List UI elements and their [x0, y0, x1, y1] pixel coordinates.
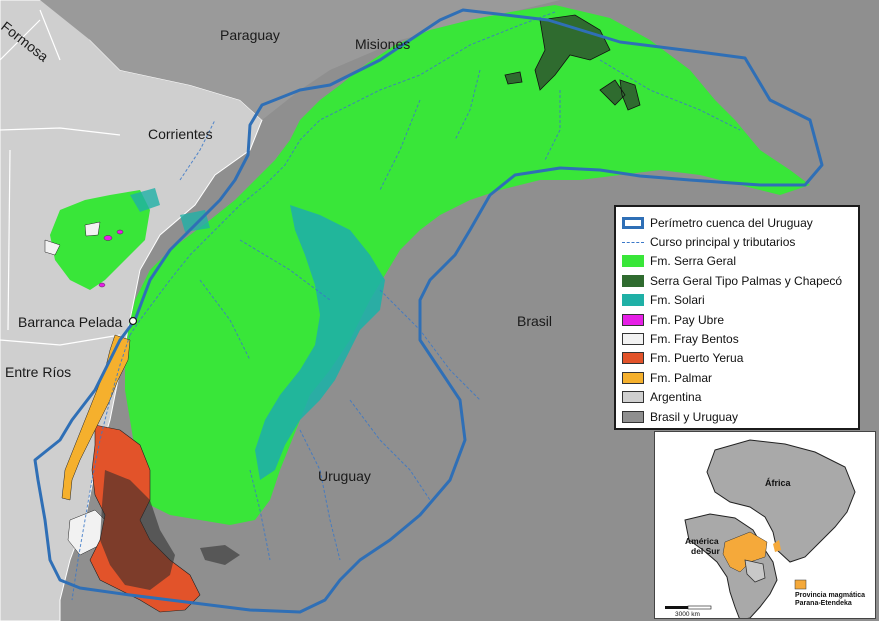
legend-label: Fm. Serra Geral [650, 254, 737, 269]
legend-label: Brasil y Uruguay [650, 409, 739, 424]
region-label-brasil: Brasil [517, 313, 553, 329]
province-boundaries [0, 9, 121, 346]
inset-south-america-label-1: América [685, 536, 719, 546]
map-legend: Perímetro cuenca del Uruguay Curso princ… [614, 205, 860, 430]
basin-perimeter [33, 8, 824, 614]
legend-swatch-pay-ubre [622, 313, 644, 326]
inset-province-label-2: Parana-Etendeka [795, 600, 852, 607]
legend-item-puerto-yerua: Fm. Puerto Yerua [622, 349, 852, 368]
inset-south-america-label-2: del Sur [691, 546, 720, 556]
legend-swatch-palmar [622, 371, 644, 384]
legend-label: Fm. Puerto Yerua [650, 351, 744, 366]
legend-label: Serra Geral Tipo Palmas y Chapecó [650, 273, 843, 288]
inset-africa-label: África [765, 478, 791, 488]
region-label-barranca-pelada: Barranca Pelada [18, 314, 123, 330]
inset-province-africa [773, 540, 781, 552]
legend-item-palmas-chapeco: Serra Geral Tipo Palmas y Chapecó [622, 271, 852, 290]
region-label-corrientes: Corrientes [148, 126, 213, 142]
scale-label: 3000 km [675, 611, 700, 618]
inset-basin-outline [744, 559, 766, 583]
river-network [71, 11, 741, 601]
legend-item-serra-geral: Fm. Serra Geral [622, 252, 852, 271]
legend-swatch-fray-bentos [622, 333, 644, 346]
pay-ubre-formation [98, 229, 124, 288]
barranca-pelada-marker [128, 316, 138, 326]
solari-west-patch [130, 188, 210, 232]
inset-province-swatch [794, 579, 807, 590]
palmas-chapeco-formation [504, 14, 641, 111]
legend-swatch-puerto-yerua [622, 352, 644, 365]
lower-basin-speckle [100, 470, 240, 590]
legend-label: Argentina [650, 390, 702, 405]
inset-africa [706, 439, 856, 563]
legend-label: Fm. Pay Ubre [650, 312, 725, 327]
region-label-misiones: Misiones [355, 36, 411, 52]
legend-swatch-brasil-uruguay [622, 410, 644, 423]
palmar-formation [61, 334, 131, 501]
legend-swatch-solari [622, 294, 644, 307]
scale-bar-light [687, 605, 712, 610]
inset-province-label-1: Provincia magmática [795, 592, 866, 599]
region-label-uruguay: Uruguay [318, 468, 371, 484]
legend-item-brasil-uruguay: Brasil y Uruguay [622, 407, 852, 426]
legend-label: Fm. Fray Bentos [650, 332, 739, 347]
legend-swatch-argentina [622, 391, 644, 404]
legend-item-fray-bentos: Fm. Fray Bentos [622, 329, 852, 348]
solari-formation [255, 205, 385, 480]
legend-swatch-palmas-chapeco [622, 274, 644, 287]
inset-map: África América del Sur Provincia magmáti… [654, 431, 876, 619]
legend-item-pay-ubre: Fm. Pay Ubre [622, 310, 852, 329]
region-label-paraguay: Paraguay [220, 27, 280, 43]
region-label-entre-rios: Entre Ríos [5, 364, 72, 380]
legend-label: Fm. Palmar [650, 370, 713, 385]
legend-item-rivers: Curso principal y tributarios [622, 232, 852, 251]
serra-geral-west-patch [50, 190, 150, 290]
legend-item-palmar: Fm. Palmar [622, 368, 852, 387]
legend-swatch-serra-geral [622, 255, 644, 268]
legend-label: Perímetro cuenca del Uruguay [650, 215, 813, 230]
legend-swatch-perimeter [622, 216, 644, 229]
legend-item-perimeter: Perímetro cuenca del Uruguay [622, 213, 852, 232]
legend-label: Fm. Solari [650, 293, 705, 308]
legend-item-argentina: Argentina [622, 388, 852, 407]
inset-graphic [665, 439, 856, 618]
legend-item-solari: Fm. Solari [622, 291, 852, 310]
legend-label: Curso principal y tributarios [650, 235, 796, 250]
legend-swatch-rivers [622, 241, 644, 243]
